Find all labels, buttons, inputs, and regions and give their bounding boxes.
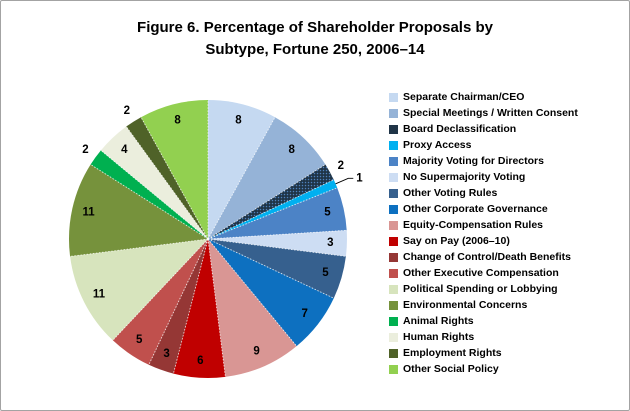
- leader-line: [335, 177, 354, 185]
- legend-swatch-icon: [389, 364, 398, 374]
- chart-title-line1: Figure 6. Percentage of Shareholder Prop…: [137, 19, 493, 36]
- pie-slice: [208, 117, 326, 239]
- legend-swatch-icon: [389, 140, 398, 150]
- pie-data-label: 11: [93, 289, 106, 301]
- legend-label: Separate Chairman/CEO: [403, 90, 525, 103]
- legend-label: Human Rights: [403, 330, 475, 343]
- pie-data-label: 8: [174, 115, 181, 127]
- legend-swatch-icon: [389, 284, 398, 294]
- legend-item: Special Meetings / Written Consent: [389, 105, 578, 121]
- legend-item: Other Social Policy: [389, 361, 578, 377]
- legend-swatch-icon: [389, 348, 398, 358]
- pie-data-label: 2: [124, 105, 130, 117]
- pie-slice: [208, 239, 334, 347]
- legend-label: Other Social Policy: [403, 362, 499, 375]
- pie-slice: [90, 150, 208, 239]
- legend-swatch-icon: [389, 124, 398, 134]
- pie-slice: [173, 239, 226, 378]
- pie-slice: [208, 179, 338, 239]
- legend-swatch-icon: [389, 156, 398, 166]
- pie-data-label: 2: [82, 144, 88, 156]
- legend-item: Equity-Compensation Rules: [389, 217, 578, 233]
- pie-slice: [208, 164, 334, 239]
- legend-item: Board Declassification: [389, 121, 578, 137]
- chart-title: Figure 6. Percentage of Shareholder Prop…: [1, 17, 629, 61]
- pie-data-label: 11: [83, 206, 96, 218]
- pie-data-label: 5: [136, 334, 143, 346]
- legend-label: Animal Rights: [403, 314, 474, 327]
- pie-data-label: 7: [301, 308, 307, 320]
- legend-swatch-icon: [389, 236, 398, 246]
- chart-legend: Separate Chairman/CEO Special Meetings / …: [389, 89, 578, 377]
- legend-swatch-icon: [389, 252, 398, 262]
- legend-item: Animal Rights: [389, 313, 578, 329]
- legend-label: Other Voting Rules: [403, 186, 498, 199]
- legend-item: Other Voting Rules: [389, 185, 578, 201]
- legend-label: Say on Pay (2006–10): [403, 234, 510, 247]
- legend-item: Environmental Concerns: [389, 297, 578, 313]
- pie-data-label: 6: [197, 355, 203, 367]
- legend-label: Other Corporate Governance: [403, 202, 548, 215]
- pie-slice: [208, 187, 347, 239]
- chart-title-line2: Subtype, Fortune 250, 2006–14: [205, 41, 425, 58]
- pie-data-label: 3: [327, 237, 333, 249]
- pie-slice: [148, 239, 208, 374]
- legend-swatch-icon: [389, 220, 398, 230]
- legend-item: Majority Voting for Directors: [389, 153, 578, 169]
- pie-slice: [141, 99, 208, 239]
- legend-label: No Supermajority Voting: [403, 170, 526, 183]
- legend-label: Equity-Compensation Rules: [403, 218, 544, 231]
- legend-label: Political Spending or Lobbying: [403, 282, 558, 295]
- legend-swatch-icon: [389, 300, 398, 310]
- legend-item: Proxy Access: [389, 137, 578, 153]
- legend-label: Proxy Access: [403, 138, 472, 151]
- legend-item: Change of Control/Death Benefits: [389, 249, 578, 265]
- legend-item: Political Spending or Lobbying: [389, 281, 578, 297]
- legend-swatch-icon: [389, 316, 398, 326]
- pie-data-label: 5: [322, 267, 329, 279]
- pie-slice: [208, 100, 275, 239]
- legend-label: Board Declassification: [403, 122, 517, 135]
- legend-label: Employment Rights: [403, 346, 502, 359]
- legend-item: Separate Chairman/CEO: [389, 89, 578, 105]
- legend-item: Other Corporate Governance: [389, 201, 578, 217]
- legend-item: Human Rights: [389, 329, 578, 345]
- pie-slice: [100, 126, 208, 239]
- legend-item: Employment Rights: [389, 345, 578, 361]
- legend-item: Say on Pay (2006–10): [389, 233, 578, 249]
- legend-swatch-icon: [389, 204, 398, 214]
- pie-data-label: 1: [356, 172, 363, 184]
- pie-data-label: 2: [338, 160, 344, 172]
- legend-swatch-icon: [389, 332, 398, 342]
- pie-data-label: 8: [235, 115, 242, 127]
- legend-swatch-icon: [389, 268, 398, 278]
- pie-data-label: 8: [288, 144, 295, 156]
- pie-slice: [70, 239, 208, 341]
- legend-swatch-icon: [389, 108, 398, 118]
- legend-swatch-icon: [389, 172, 398, 182]
- pie-data-label: 4: [121, 144, 128, 156]
- legend-label: Special Meetings / Written Consent: [403, 106, 578, 119]
- pie-data-label: 3: [163, 348, 169, 360]
- pie-slice: [112, 239, 208, 365]
- legend-label: Majority Voting for Directors: [403, 154, 544, 167]
- legend-item: Other Executive Compensation: [389, 265, 578, 281]
- pie-data-label: 9: [253, 345, 259, 357]
- legend-label: Other Executive Compensation: [403, 266, 559, 279]
- pie-slice: [68, 164, 208, 257]
- legend-label: Change of Control/Death Benefits: [403, 250, 572, 263]
- pie-slice: [126, 117, 208, 239]
- legend-swatch-icon: [389, 188, 398, 198]
- pie-slice: [208, 239, 297, 377]
- legend-label: Environmental Concerns: [403, 298, 528, 311]
- legend-item: No Supermajority Voting: [389, 169, 578, 185]
- legend-swatch-icon: [389, 92, 398, 102]
- pie-slice: [208, 239, 346, 299]
- pie-data-label: 5: [324, 206, 331, 218]
